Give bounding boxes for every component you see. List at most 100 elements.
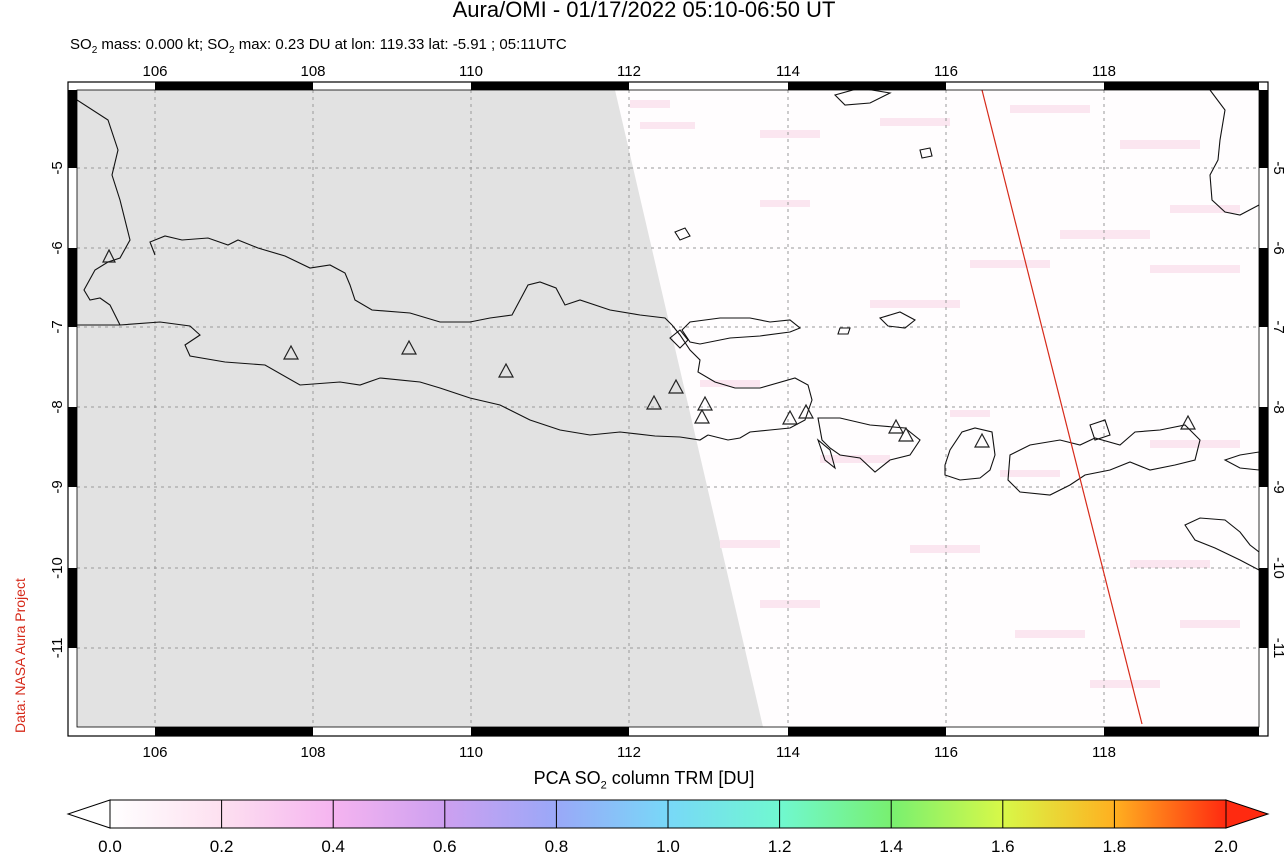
lon-label: 106 [142,63,167,80]
surabaya-inset [669,329,689,349]
colorbar-max-arrow [1225,799,1270,829]
so2-pixel [640,122,695,129]
colorbar-tick-label: 1.0 [656,837,680,855]
so2-pixel [1130,560,1210,568]
so2-pixel [760,200,810,207]
kangean-island [878,311,916,329]
lon-label: 114 [776,744,800,761]
lat-label: -7 [49,320,66,333]
lat-label: -11 [1270,638,1287,659]
map-area [67,81,1269,737]
so2-pixel [870,300,960,308]
volcano-icon [781,409,799,425]
lat-label: -6 [1270,241,1287,254]
so2-max-text: max: 0.23 DU at lon: 119.33 lat: -5.91 ;… [234,36,567,53]
colorbar-title: PCA SO2 column TRM [DU] [0,768,1288,792]
so2-pixel [700,380,760,387]
lon-label: 116 [934,63,958,80]
so2-pixel [950,410,990,417]
lon-labels-bottom: 106 108 110 112 114 116 118 [142,744,1115,761]
so2-pixel [630,100,670,108]
colorbar-labels: 0.0 0.2 0.4 0.6 0.8 1.0 1.2 1.4 1.6 1.8 … [98,837,1238,855]
volcano-icon [696,395,714,411]
colorbar-min-arrow [66,799,111,829]
lat-label: -8 [49,400,66,413]
so2-pixel [760,130,820,138]
lon-label: 118 [1092,63,1116,80]
sumba-coast [1184,517,1259,571]
graticule [77,90,1259,727]
so2-pixel [820,455,890,463]
so2-mass-text: mass: 0.000 kt; SO [97,36,229,53]
so2-pixel [910,545,980,553]
so2-pixel [1060,230,1150,239]
madura-coast [681,317,802,345]
volcano-icon [797,403,815,419]
so2-pixel [1090,680,1160,688]
subscript-2b: 2 [228,45,235,56]
so2-pixel [970,260,1050,268]
volcano-icon [497,362,515,378]
lat-label: -11 [49,638,66,659]
volcano-icon [887,418,905,434]
small-island [837,327,851,335]
sulawesi-west-coast [1209,90,1259,216]
bawean-island [674,227,691,241]
colorbar-title-prefix: PCA SO [533,768,601,788]
so2-summary: SO2 mass: 0.000 kt; SO2 max: 0.23 DU at … [70,36,567,56]
volcano-icon [667,378,685,394]
so2-pixel [1015,630,1085,638]
lat-label: -10 [1270,557,1287,579]
so2-summary-label: SO [70,36,92,53]
volcano-icon [973,432,991,448]
colorbar-tick-label: 1.2 [768,837,792,855]
so2-pixel [760,600,820,608]
lat-labels-left: -5 -6 -7 -8 -9 -10 -11 [49,161,66,658]
lat-label: -8 [1270,400,1287,413]
bali-coast [817,417,921,473]
lon-label: 110 [459,63,483,80]
colorbar-tick-label: 0.0 [98,837,122,855]
lat-label: -5 [1270,161,1287,174]
colorbar-ticks [221,800,1115,828]
so2-retrieval-pixels [630,100,1240,688]
bali-west [816,438,836,470]
sumbawa-coast [1007,424,1201,496]
lat-label: -5 [49,161,66,174]
volcano-markers [102,248,1197,448]
so2-pixel [1010,105,1090,113]
no-data-region [77,90,763,727]
so2-pixel [1180,620,1240,628]
map-title: Aura/OMI - 01/17/2022 05:10-06:50 UT [452,0,836,22]
colorbar-tick-label: 1.8 [1103,837,1127,855]
so2-pixel [1000,470,1060,477]
lat-label: -7 [1270,320,1287,333]
lon-label: 114 [776,63,800,80]
lat-label: -6 [49,241,66,254]
volcano-icon [897,426,915,442]
lon-labels-top: 106 108 110 112 114 116 118 [142,63,1115,80]
colorbar-tick-label: 2.0 [1214,837,1238,855]
lon-label: 116 [934,744,958,761]
lat-label: -9 [49,480,66,493]
lon-label: 108 [300,63,325,80]
colorbar-tick-label: 1.6 [991,837,1015,855]
volcano-icon [693,408,711,424]
volcano-icon [102,248,116,263]
lat-label: -9 [1270,480,1287,493]
so2-pixel [880,118,950,126]
east-java-coast [671,324,813,441]
small-island-2 [919,147,933,159]
lon-label: 108 [300,744,325,761]
swath-edge-line [981,89,1143,725]
java-north-coast [149,235,673,326]
lombok-coast [944,427,996,481]
colorbar-tick-label: 0.2 [210,837,234,855]
java-south-coast [119,321,709,441]
lon-label: 112 [617,63,641,80]
lat-labels-right: -5 -6 -7 -8 -9 -10 -11 [1270,161,1287,658]
lat-label: -10 [49,557,66,579]
lon-label: 106 [142,744,167,761]
borneo-south-coast [833,90,892,106]
colorbar-title-sub: 2 [600,779,607,792]
